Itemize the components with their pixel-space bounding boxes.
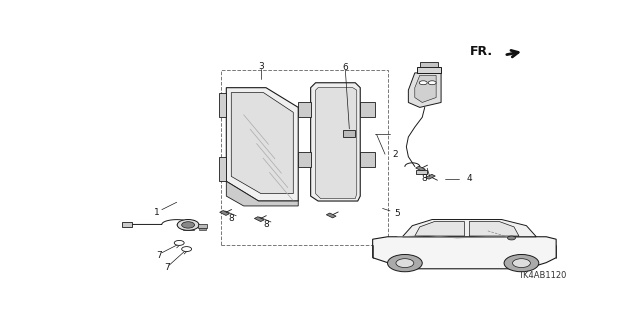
Polygon shape	[415, 75, 436, 102]
Bar	[416, 170, 427, 174]
Circle shape	[182, 247, 191, 252]
Bar	[420, 62, 438, 67]
Bar	[122, 222, 132, 227]
Polygon shape	[227, 88, 298, 201]
Polygon shape	[469, 221, 519, 236]
Circle shape	[513, 259, 531, 268]
Text: 8: 8	[228, 214, 234, 223]
Circle shape	[396, 259, 414, 268]
Circle shape	[508, 236, 515, 240]
Circle shape	[182, 222, 195, 228]
Text: 2: 2	[392, 150, 398, 159]
Polygon shape	[219, 92, 227, 117]
Text: 7: 7	[164, 263, 170, 272]
Polygon shape	[326, 213, 336, 218]
Text: FR.: FR.	[470, 45, 493, 59]
Polygon shape	[254, 217, 264, 221]
Circle shape	[428, 81, 436, 85]
Text: TK4AB1120: TK4AB1120	[518, 271, 566, 280]
Circle shape	[504, 254, 539, 272]
Polygon shape	[227, 181, 298, 206]
Bar	[198, 224, 207, 228]
Polygon shape	[415, 166, 426, 171]
Text: 1: 1	[154, 208, 160, 217]
Circle shape	[387, 254, 422, 272]
Bar	[221, 70, 388, 245]
Polygon shape	[372, 237, 556, 269]
Text: 8: 8	[263, 220, 269, 229]
Text: 5: 5	[395, 209, 400, 218]
Polygon shape	[231, 92, 293, 194]
Text: 7: 7	[157, 251, 162, 260]
Bar	[343, 130, 355, 137]
Polygon shape	[316, 88, 356, 198]
Bar	[199, 228, 206, 230]
Polygon shape	[415, 221, 465, 236]
Circle shape	[419, 81, 428, 85]
Polygon shape	[403, 220, 536, 237]
Polygon shape	[360, 102, 375, 117]
Polygon shape	[360, 152, 375, 166]
Polygon shape	[219, 157, 227, 181]
Polygon shape	[310, 83, 360, 201]
Polygon shape	[298, 152, 310, 166]
Text: 3: 3	[258, 62, 264, 71]
Polygon shape	[220, 211, 230, 215]
Polygon shape	[298, 102, 310, 117]
Circle shape	[177, 220, 199, 230]
Polygon shape	[426, 174, 435, 179]
Polygon shape	[408, 73, 441, 108]
Text: 8: 8	[422, 174, 428, 183]
Bar	[417, 67, 441, 73]
Text: 4: 4	[467, 174, 472, 183]
Text: 6: 6	[342, 63, 348, 72]
Circle shape	[174, 240, 184, 245]
